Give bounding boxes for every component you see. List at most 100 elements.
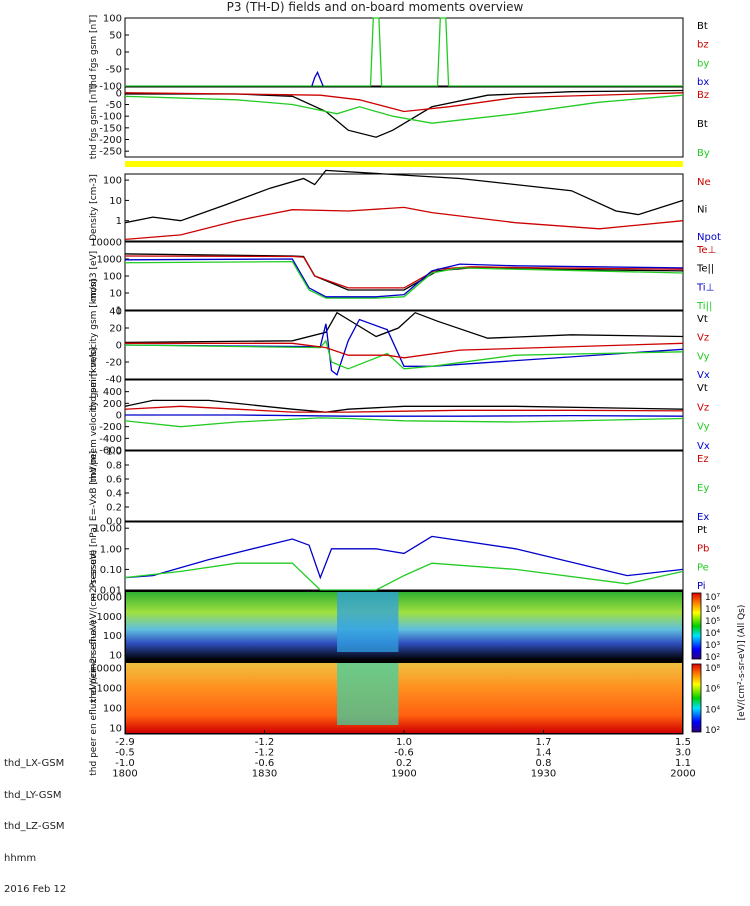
y-tick-label: -100 [99,82,122,93]
x-tick-label: 0.8 [536,758,552,769]
panel-frame [124,241,684,311]
x-axis-date: 2016 Feb 12 [4,884,67,895]
series-Te-line [124,255,684,289]
panel-8: Pressure [nPa]10.00 1.00 0.10 0.01 Pt Pb Pe Pi [89,521,709,597]
legend-Bt: Bt [697,21,708,32]
x-tick-label: 1.5 [675,737,691,748]
legend-bz: bz [697,40,709,51]
y-tick-label: -40 [106,375,122,386]
y-tick-label: -600 [99,446,122,457]
x-tick-label: -2.9 [115,737,135,748]
x-tick-label: -0.6 [255,758,275,769]
y-tick-label: -200 [99,135,122,146]
legend-Vt: Vt [697,383,708,394]
panel-ylabel: E=-VxB [mV/m] [89,451,99,521]
y-tick-label: 10 [109,289,122,300]
legend-Pb: Pb [697,544,709,555]
series-Ni-line [124,169,684,224]
series-By-line [124,94,684,124]
y-tick-label: 50 [109,31,122,42]
series-Vx-line [125,414,684,417]
legend-Ez: Ez [697,454,709,465]
colorbar-tick-label: 10⁴ [705,705,720,715]
panel-ylabel: thd peim velocity gsm [km/s] [89,279,99,411]
x-tick-label: 1830 [252,769,277,780]
x-row-label-lz: thd_LZ-GSM [4,821,65,832]
x-axis-row-labels: thd_LX-GSM thd_LY-GSM thd_LZ-GSM hhmm 20… [4,738,66,906]
legend-Bz: Bz [697,90,709,101]
colorbar-tick-label: 10³ [705,641,720,651]
panel-2: thd fgs gsm [nT] 0-50-100-150-200-250BzBt… [89,85,710,160]
spectrogram-central-lobe [337,592,399,652]
legend-Npot: Npot [697,232,721,243]
y-tick-label: -400 [99,434,122,445]
panel-ylabel: thd fgs gsm [nT] [89,85,99,160]
y-tick-label: 0.10 [100,565,122,576]
y-tick-label: 400 [103,387,122,398]
panel-ylabel: thd peer en eflux eV/(cm2-s-sr-eV) [89,620,99,775]
legend-Ni: Ni [697,205,707,216]
legend-Vt: Vt [697,314,708,325]
y-tick-label: -50 [106,100,122,111]
x-tick-label: 1930 [531,769,556,780]
panel-frame [124,86,684,158]
overview-plot-stack: thd fgs gsm [nT] 100500-50-100Btbzbybxthd… [89,14,747,780]
panel-ylabel: mom3 [eV] [89,251,99,301]
x-tick-label: -0.6 [394,748,414,759]
y-tick-label: 10 [109,196,122,207]
y-tick-label: 100 [103,631,122,642]
y-tick-label: 0.8 [106,461,122,472]
page-title: P3 (TH-D) fields and on-board moments ov… [226,0,524,14]
series-Vz-line [125,342,684,359]
series-Bt-line [125,89,684,138]
y-tick-label: 10.00 [93,524,122,535]
x-tick-label: 1800 [112,769,137,780]
x-row-label-lx: thd_LX-GSM [4,758,65,769]
series-bx-line [311,70,324,87]
y-tick-label: 0.4 [106,489,122,500]
legend-By: By [697,148,710,159]
legend-Vy: Vy [697,351,710,362]
y-tick-label: 10000 [90,593,122,604]
colorbar-tick-label: 10⁴ [705,629,720,639]
colorbar-tick-label: 10⁶ [705,685,720,695]
colorbar [691,663,702,733]
y-tick-label: 1 [116,216,122,227]
panel-5: thd peim velocity gsm [km/s] 40200-20-40V… [89,279,710,411]
x-tick-label: 1900 [391,769,416,780]
series-Ne-line [124,206,684,241]
y-tick-label: 100 [103,704,122,715]
legend-Vx: Vx [697,370,710,381]
x-tick-label: -0.5 [115,748,135,759]
y-tick-label: 1000 [97,684,122,695]
panel-9: thd peir en eflux eV/(cm2-s-sr-eV)10000 1… [89,550,720,702]
ion-spectrogram [126,592,682,660]
y-tick-label: 100 [103,14,122,25]
y-tick-label: 20 [109,324,122,335]
spectrogram-central-lobe [337,663,399,725]
series-Bz-line [124,92,684,113]
series-Vy-line [124,339,684,370]
status-bar [125,161,683,167]
x-tick-label: -1.2 [255,737,275,748]
y-tick-label: 100 [103,272,122,283]
y-tick-label: -250 [99,147,122,158]
series-Pe-line [124,562,684,591]
y-tick-label: -100 [99,112,122,123]
legend-Vz: Vz [697,402,709,413]
panel-10: thd peer en eflux eV/(cm2-s-sr-eV)10000 1… [89,620,720,775]
y-tick-label: 0.2 [106,503,122,514]
x-row-label-ly: thd_LY-GSM [4,789,62,801]
y-tick-label: 1000 [97,255,122,266]
x-tick-label: 1.1 [675,758,691,769]
legend-Te: Te⊥ [696,245,716,256]
legend-bx: bx [697,77,709,88]
panel-ylabel: Density [cm-3] [89,174,99,241]
y-tick-label: 10000 [90,238,122,249]
x-row-label-hhmm: hhmm [4,852,37,864]
panel-4: mom3 [eV] 10000 1000 100 10 1 Te⊥ Te|| Ti⊥ Ti|| [89,238,716,317]
legend-Bt: Bt [697,119,708,130]
series-Ti-line [124,258,684,298]
colorbar-tick-label: 10² [705,726,720,736]
series-Vx-line [124,318,684,376]
